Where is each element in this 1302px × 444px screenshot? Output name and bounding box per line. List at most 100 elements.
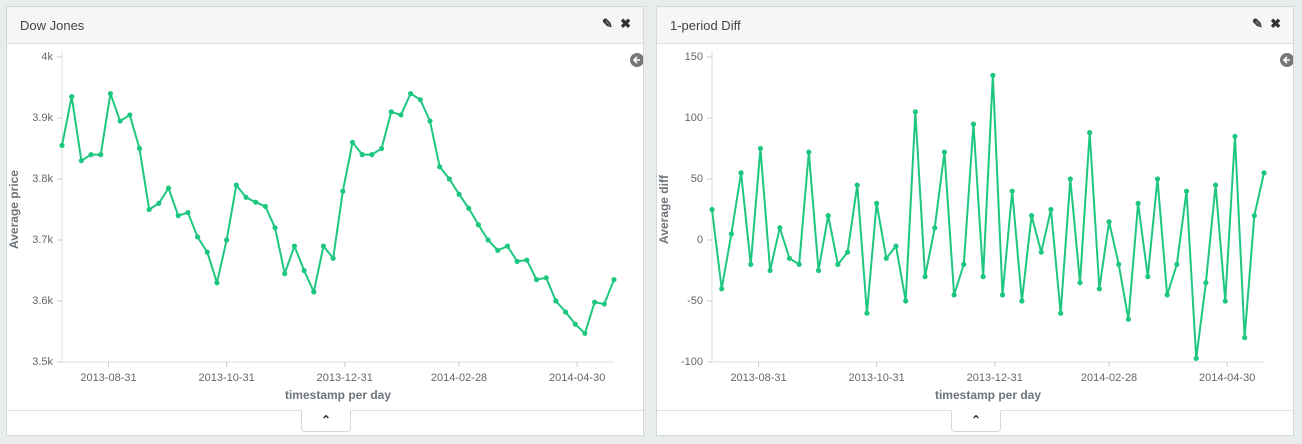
back-icon <box>1280 53 1293 67</box>
data-point <box>757 145 764 152</box>
data-point <box>572 321 578 327</box>
data-point <box>796 261 802 267</box>
data-point <box>311 289 317 295</box>
data-point <box>78 158 84 164</box>
data-point <box>408 91 414 97</box>
data-point <box>398 112 404 118</box>
x-tick-label: 2014-02-28 <box>431 372 487 384</box>
data-point <box>495 247 501 253</box>
data-point <box>456 191 462 197</box>
data-point <box>224 237 230 243</box>
data-point <box>562 309 569 315</box>
data-point <box>1164 292 1170 298</box>
data-point <box>359 152 365 158</box>
x-axis-title: timestamp per day <box>285 388 391 402</box>
panel: 3.5k 3.6k 3.7k 3.8k 3.9k 4k 2013-08-31 2013-10-… <box>6 6 644 436</box>
y-axis-title: Average diff <box>657 174 671 244</box>
data-point <box>1087 130 1093 136</box>
data-point <box>912 109 918 115</box>
data-point <box>844 249 851 255</box>
y-tick-label: 3.6k <box>32 295 53 307</box>
data-point <box>835 261 841 267</box>
data-point <box>1242 335 1248 341</box>
x-tick-label: 2014-04-30 <box>549 372 605 384</box>
x-tick-label: 2013-12-31 <box>317 372 373 384</box>
data-point <box>388 109 394 115</box>
data-point <box>349 139 356 145</box>
y-tick-label: 3.5k <box>32 356 53 368</box>
panel: -100 -50 0 50 100 150 2013-08-31 2013-10-31 2013… <box>656 6 1294 436</box>
series-line <box>711 75 1265 359</box>
y-tick-label: -50 <box>687 295 703 307</box>
data-point <box>1058 310 1064 316</box>
data-point <box>262 203 268 210</box>
panel-header: Dow Jones ✎ ✖ <box>7 7 643 44</box>
data-point <box>301 267 307 274</box>
data-point <box>1193 355 1199 361</box>
y-tick-label: 3.9k <box>32 112 53 124</box>
data-point <box>719 286 725 292</box>
data-point <box>98 152 104 158</box>
data-point <box>88 152 94 158</box>
data-point <box>874 200 880 206</box>
series-line <box>61 92 615 336</box>
x-tick-label: 2013-10-31 <box>198 372 254 384</box>
data-point <box>1116 261 1122 267</box>
panel-footer: ⌃ <box>7 410 643 435</box>
chart: -100 -50 0 50 100 150 2013-08-31 2013-10-31 2013… <box>657 51 1293 402</box>
data-point <box>524 257 530 263</box>
data-point <box>330 255 336 261</box>
data-point <box>1135 200 1141 206</box>
x-tick-label: 2013-12-31 <box>967 372 1023 384</box>
data-point <box>475 222 482 228</box>
back-icon <box>630 53 643 67</box>
data-point <box>1174 261 1180 267</box>
data-point <box>107 91 114 97</box>
data-point <box>446 176 452 182</box>
data-point <box>903 298 909 304</box>
panel-icons[interactable]: ✎ ✖ <box>1251 16 1281 31</box>
data-point <box>961 261 967 267</box>
data-point <box>1067 176 1073 182</box>
data-point <box>1154 176 1161 182</box>
x-tick-label: 2013-10-31 <box>848 372 904 384</box>
collapse-tab[interactable]: ⌃ <box>951 410 1001 432</box>
data-point <box>748 261 754 267</box>
collapse-tab[interactable]: ⌃ <box>301 410 351 432</box>
icon-arrow <box>1282 56 1290 64</box>
data-point <box>1203 280 1209 286</box>
panel-footer: ⌃ <box>657 410 1293 435</box>
data-point <box>611 277 617 283</box>
data-point <box>854 182 860 188</box>
data-point <box>1038 249 1044 255</box>
data-point <box>533 277 540 283</box>
data-point <box>504 243 511 249</box>
x-tick-label: 2014-02-28 <box>1081 372 1137 384</box>
y-axis-title: Average price <box>7 170 21 249</box>
y-tick-label: 50 <box>691 173 703 185</box>
data-point <box>815 267 822 274</box>
data-point <box>1222 298 1228 304</box>
data-point <box>272 225 278 231</box>
data-point <box>951 292 957 298</box>
data-point <box>1183 188 1190 194</box>
data-point <box>1125 316 1132 322</box>
data-point <box>543 275 549 281</box>
icon-arrow <box>632 56 640 64</box>
data-point <box>1106 219 1112 225</box>
data-point <box>738 170 744 176</box>
panel-title: Dow Jones <box>20 18 85 33</box>
x-tick-label: 2013-08-31 <box>730 372 786 384</box>
data-point <box>127 112 133 118</box>
panel-icons[interactable]: ✎ ✖ <box>601 16 631 31</box>
x-tick-label: 2013-08-31 <box>80 372 136 384</box>
data-point <box>291 243 298 249</box>
data-point <box>980 274 986 280</box>
data-point <box>417 97 423 103</box>
data-point <box>340 188 346 194</box>
y-tick-label: 100 <box>685 112 703 124</box>
data-point <box>514 258 520 264</box>
data-point <box>592 299 598 305</box>
data-point <box>146 206 152 213</box>
